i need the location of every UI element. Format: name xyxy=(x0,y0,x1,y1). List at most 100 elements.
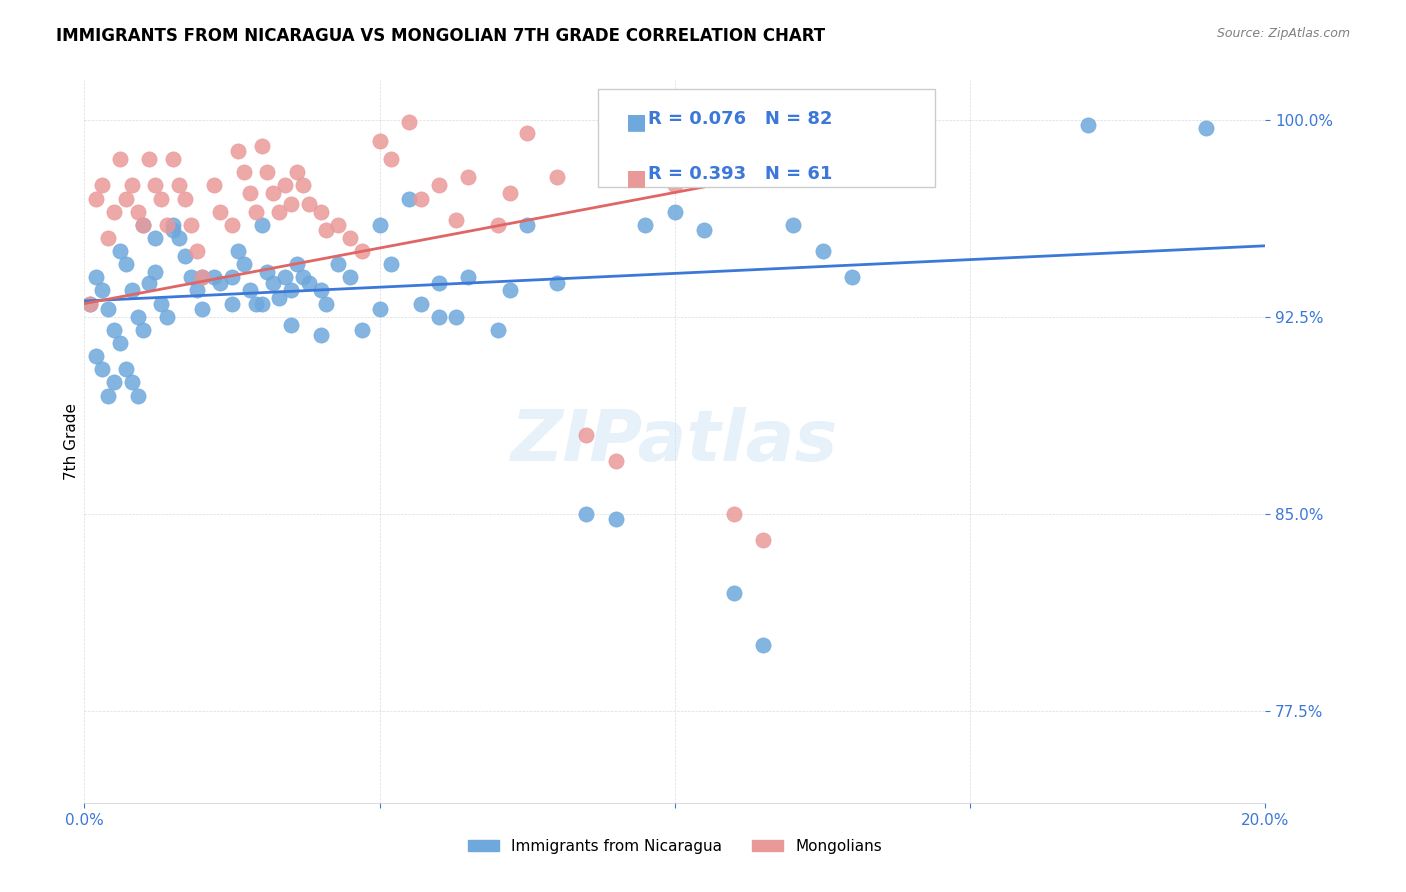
Point xyxy=(245,204,267,219)
Point xyxy=(309,284,332,298)
Point xyxy=(143,231,166,245)
Point xyxy=(173,249,195,263)
Point xyxy=(114,362,136,376)
Point xyxy=(752,533,775,547)
Point xyxy=(143,178,166,193)
Point xyxy=(138,276,160,290)
Legend: Immigrants from Nicaragua, Mongolians: Immigrants from Nicaragua, Mongolians xyxy=(461,833,889,860)
Point xyxy=(239,186,262,201)
Point xyxy=(380,257,402,271)
Point xyxy=(191,301,214,316)
Point xyxy=(79,296,101,310)
Point xyxy=(693,223,716,237)
Point xyxy=(1077,118,1099,132)
Point xyxy=(167,231,190,245)
Point xyxy=(162,218,184,232)
Point xyxy=(132,218,155,232)
Point xyxy=(315,223,337,237)
Point xyxy=(298,196,321,211)
Point xyxy=(97,301,120,316)
Point xyxy=(398,115,420,129)
Point xyxy=(285,165,308,179)
Point xyxy=(546,276,568,290)
Point xyxy=(309,328,332,343)
Point xyxy=(167,178,190,193)
Point xyxy=(280,196,302,211)
Point xyxy=(256,265,278,279)
Point xyxy=(150,192,173,206)
Point xyxy=(398,192,420,206)
Point xyxy=(752,638,775,652)
Point xyxy=(127,388,149,402)
Point xyxy=(575,428,598,442)
Point xyxy=(221,218,243,232)
Point xyxy=(457,270,479,285)
Point xyxy=(132,218,155,232)
Point xyxy=(162,223,184,237)
Point xyxy=(150,296,173,310)
Point xyxy=(245,296,267,310)
Point xyxy=(328,218,350,232)
Point xyxy=(232,165,254,179)
Point xyxy=(605,454,627,468)
Point xyxy=(457,170,479,185)
Point xyxy=(180,218,202,232)
Point xyxy=(634,139,657,153)
Point xyxy=(262,276,284,290)
Point xyxy=(132,323,155,337)
Point xyxy=(634,218,657,232)
Text: ■: ■ xyxy=(626,112,647,132)
Point xyxy=(186,244,208,258)
Y-axis label: 7th Grade: 7th Grade xyxy=(63,403,79,480)
Point xyxy=(97,231,120,245)
Point xyxy=(232,257,254,271)
Point xyxy=(103,376,125,390)
Point xyxy=(546,170,568,185)
Point xyxy=(427,310,450,324)
Point xyxy=(256,165,278,179)
Point xyxy=(138,152,160,166)
Text: R = 0.393   N = 61: R = 0.393 N = 61 xyxy=(648,165,832,183)
Point xyxy=(173,192,195,206)
Point xyxy=(409,296,432,310)
Point xyxy=(280,318,302,332)
Point xyxy=(486,218,509,232)
Point xyxy=(380,152,402,166)
Point xyxy=(91,178,114,193)
Point xyxy=(723,507,745,521)
Point xyxy=(269,204,291,219)
Point xyxy=(186,284,208,298)
Point xyxy=(156,218,179,232)
Text: ■: ■ xyxy=(626,168,647,187)
Point xyxy=(103,323,125,337)
Point xyxy=(108,244,131,258)
Point xyxy=(298,276,321,290)
Point xyxy=(262,186,284,201)
Point xyxy=(274,270,297,285)
Point xyxy=(84,270,107,285)
Point xyxy=(575,507,598,521)
Point xyxy=(84,349,107,363)
Point xyxy=(664,204,686,219)
Point xyxy=(250,218,273,232)
Point xyxy=(723,585,745,599)
Point xyxy=(121,178,143,193)
Point xyxy=(121,284,143,298)
Text: R = 0.076   N = 82: R = 0.076 N = 82 xyxy=(648,110,832,128)
Point xyxy=(841,270,863,285)
Point xyxy=(84,192,107,206)
Point xyxy=(191,270,214,285)
Point xyxy=(121,376,143,390)
Point xyxy=(811,152,834,166)
Point xyxy=(486,323,509,337)
Text: Source: ZipAtlas.com: Source: ZipAtlas.com xyxy=(1216,27,1350,40)
Point xyxy=(291,178,314,193)
Point xyxy=(250,139,273,153)
Point xyxy=(226,244,249,258)
Point xyxy=(409,192,432,206)
Point xyxy=(291,270,314,285)
Point xyxy=(350,244,373,258)
Point xyxy=(285,257,308,271)
Point xyxy=(315,296,337,310)
Point xyxy=(180,270,202,285)
